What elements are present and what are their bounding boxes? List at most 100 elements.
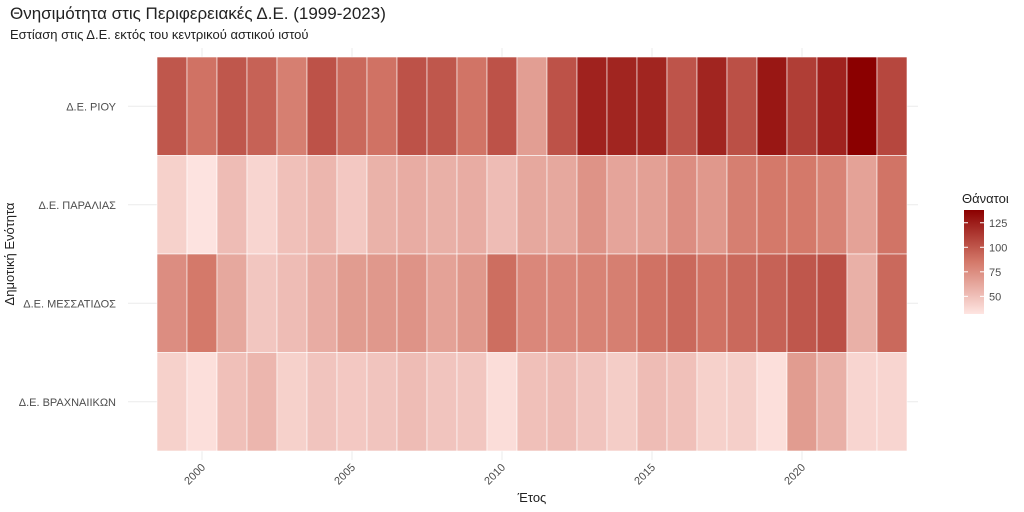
- heatmap-cell: [366, 56, 398, 156]
- heatmap-cell: [606, 56, 638, 156]
- heatmap-cell: [546, 155, 578, 255]
- heatmap-cell: [306, 56, 338, 156]
- heatmap-cell: [756, 352, 788, 452]
- heatmap-cell: [606, 352, 638, 452]
- heatmap-cell: [396, 253, 428, 353]
- heatmap-cell: [606, 253, 638, 353]
- heatmap-cell: [846, 352, 878, 452]
- heatmap-cell: [636, 253, 668, 353]
- heatmap-cell: [486, 352, 518, 452]
- heatmap-cell: [186, 253, 218, 353]
- heatmap-cell: [426, 56, 458, 156]
- heatmap-cell: [756, 155, 788, 255]
- heatmap-cell: [396, 56, 428, 156]
- heatmap-cell: [156, 253, 188, 353]
- heatmap-cell: [366, 253, 398, 353]
- heatmap-cell: [366, 155, 398, 255]
- x-tick-label: 2020: [782, 462, 808, 488]
- y-tick-label: Δ.Ε. ΡΙΟΥ: [66, 101, 116, 113]
- chart-subtitle: Εστίαση στις Δ.Ε. εκτός του κεντρικού ασ…: [10, 27, 309, 42]
- heatmap-cell: [726, 155, 758, 255]
- heatmap-cell: [816, 56, 848, 156]
- heatmap-cell: [816, 155, 848, 255]
- heatmap-cell: [306, 352, 338, 452]
- heatmap-cell: [456, 56, 488, 156]
- heatmap-cell: [246, 253, 278, 353]
- heatmap-cell: [276, 56, 308, 156]
- y-tick-label: Δ.Ε. ΒΡΑΧΝΑΙΙΚΩΝ: [19, 397, 116, 409]
- heatmap-cell: [426, 155, 458, 255]
- heatmap-cell: [726, 352, 758, 452]
- heatmap-cell: [276, 352, 308, 452]
- heatmap-cell: [846, 253, 878, 353]
- y-tick-label: Δ.Ε. ΠΑΡΑΛΙΑΣ: [38, 200, 116, 212]
- heatmap-cell: [876, 155, 908, 255]
- heatmap-cell: [486, 56, 518, 156]
- heatmap-cell: [576, 56, 608, 156]
- heatmap-cell: [516, 352, 548, 452]
- heatmap-cell: [426, 352, 458, 452]
- heatmap-cell: [216, 352, 248, 452]
- heatmap-cell: [696, 56, 728, 156]
- y-axis-ticks: Δ.Ε. ΡΙΟΥ Δ.Ε. ΠΑΡΑΛΙΑΣ Δ.Ε. ΜΕΣΣΑΤΙΔΟΣ Δ.Ε…: [19, 101, 117, 409]
- heatmap-cell: [396, 155, 428, 255]
- heatmap-cell: [786, 155, 818, 255]
- heatmap-cell: [336, 56, 368, 156]
- heatmap-cell: [846, 155, 878, 255]
- legend-tick-label: 125: [989, 218, 1007, 230]
- heatmap-cell: [276, 253, 308, 353]
- heatmap-cell: [366, 352, 398, 452]
- heatmap-cell: [846, 56, 878, 156]
- y-tick-label: Δ.Ε. ΜΕΣΣΑΤΙΔΟΣ: [23, 298, 116, 310]
- heatmap-cell: [636, 56, 668, 156]
- x-tick-label: 2015: [632, 462, 658, 488]
- heatmap-cell: [486, 253, 518, 353]
- heatmap-cell: [336, 352, 368, 452]
- x-tick-label: 2000: [182, 462, 208, 488]
- heatmap-cell: [576, 155, 608, 255]
- heatmap-cell: [276, 155, 308, 255]
- heatmap-cell: [576, 253, 608, 353]
- heatmap-cell: [186, 352, 218, 452]
- heatmap-cell: [546, 56, 578, 156]
- heatmap-cell: [786, 56, 818, 156]
- heatmap-cell: [666, 155, 698, 255]
- heatmap-cell: [246, 56, 278, 156]
- heatmap-cell: [696, 253, 728, 353]
- heatmap-cell: [216, 56, 248, 156]
- heatmap-cell: [876, 56, 908, 156]
- legend: Θάνατοι 50 75 100 125: [962, 191, 1009, 314]
- heatmap-cell: [456, 155, 488, 255]
- heatmap-cell: [756, 253, 788, 353]
- heatmap-cell: [696, 155, 728, 255]
- heatmap-cell: [456, 253, 488, 353]
- heatmap-cell: [156, 352, 188, 452]
- x-tick-label: 2010: [482, 462, 508, 488]
- heatmap-cell: [666, 352, 698, 452]
- heatmap-cell: [516, 253, 548, 353]
- heatmap-cell: [516, 155, 548, 255]
- heatmap-cell: [186, 56, 218, 156]
- heatmap-cell: [156, 56, 188, 156]
- heatmap-cell: [456, 352, 488, 452]
- heatmap-cell: [546, 253, 578, 353]
- legend-colorbar: [964, 210, 984, 314]
- legend-title: Θάνατοι: [962, 191, 1009, 206]
- heatmap-cell: [756, 56, 788, 156]
- heatmap-cell: [306, 155, 338, 255]
- heatmap-cell: [816, 352, 848, 452]
- heatmap-cell: [246, 155, 278, 255]
- heatmap-cell: [636, 352, 668, 452]
- heatmap-cell: [186, 155, 218, 255]
- heatmap-cell: [396, 352, 428, 452]
- legend-tick-label: 100: [989, 242, 1007, 254]
- heatmap-cell: [576, 352, 608, 452]
- heatmap-cell: [246, 352, 278, 452]
- heatmap-cell: [306, 253, 338, 353]
- heatmap-cell: [516, 56, 548, 156]
- legend-tick-label: 50: [989, 291, 1001, 303]
- legend-tick-label: 75: [989, 267, 1001, 279]
- heatmap-cell: [666, 56, 698, 156]
- x-tick-label: 2005: [332, 462, 358, 488]
- heatmap-cell: [666, 253, 698, 353]
